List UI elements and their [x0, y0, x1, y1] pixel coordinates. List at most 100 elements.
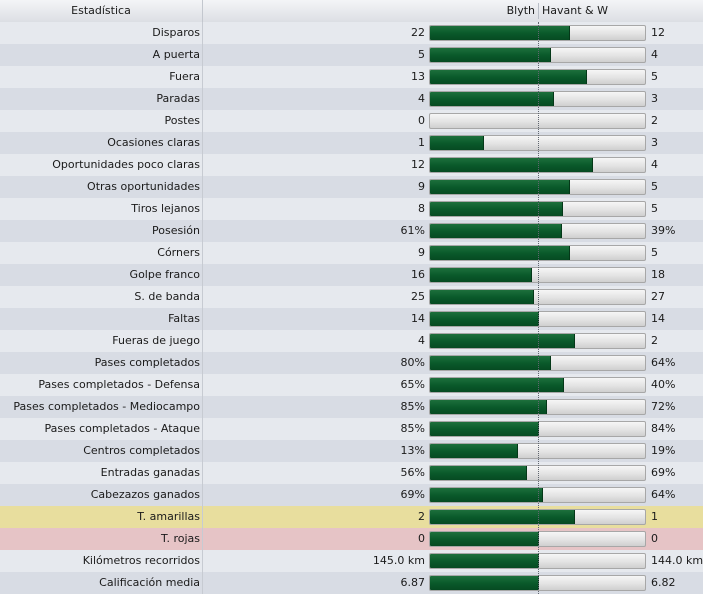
away-value: 5: [651, 180, 658, 193]
home-value: 8: [418, 202, 425, 215]
home-value: 25: [411, 290, 425, 303]
comparison-bar: [429, 399, 646, 415]
comparison-bar: [429, 355, 646, 371]
home-share-fill: [430, 202, 563, 216]
away-value: 69%: [651, 466, 676, 479]
stat-label: Oportunidades poco claras: [52, 158, 200, 171]
stat-column-header[interactable]: Estadística: [0, 0, 203, 22]
home-share-fill: [430, 510, 575, 524]
comparison-bar: [429, 553, 646, 569]
home-share-fill: [430, 466, 527, 480]
home-value: 12: [411, 158, 425, 171]
comparison-bar: [429, 267, 646, 283]
away-value: 40%: [651, 378, 676, 391]
column-divider: [202, 286, 203, 308]
column-divider: [202, 506, 203, 528]
stat-row: Tiros lejanos 8 5: [0, 198, 703, 220]
away-value: 5: [651, 246, 658, 259]
column-divider: [202, 242, 203, 264]
stat-row: T. amarillas 2 1: [0, 506, 703, 528]
home-value: 69%: [400, 488, 425, 501]
home-value: 145.0 km: [372, 554, 425, 567]
comparison-bar: [429, 47, 646, 63]
stat-label: Centros completados: [83, 444, 200, 457]
stat-row: Córners 9 5: [0, 242, 703, 264]
stat-label: Calificación media: [99, 576, 200, 589]
home-share-fill: [430, 422, 539, 436]
home-share-fill: [430, 356, 551, 370]
stat-label: A puerta: [152, 48, 200, 61]
stat-label: Tiros lejanos: [131, 202, 200, 215]
away-value: 3: [651, 136, 658, 149]
stat-row: Cabezazos ganados 69% 64%: [0, 484, 703, 506]
stat-label: Pases completados - Defensa: [38, 378, 200, 391]
home-share-fill: [430, 532, 539, 546]
stat-label: Paradas: [156, 92, 200, 105]
stat-row: S. de banda 25 27: [0, 286, 703, 308]
home-share-fill: [430, 444, 518, 458]
stat-row: Otras oportunidades 9 5: [0, 176, 703, 198]
comparison-bar: [429, 245, 646, 261]
home-value: 61%: [400, 224, 425, 237]
stat-row: Faltas 14 14: [0, 308, 703, 330]
home-value: 4: [418, 334, 425, 347]
comparison-bar: [429, 289, 646, 305]
column-divider: [202, 396, 203, 418]
stat-row: Ocasiones claras 1 3: [0, 132, 703, 154]
away-value: 4: [651, 48, 658, 61]
home-share-fill: [430, 290, 534, 304]
away-value: 144.0 km: [651, 554, 703, 567]
away-value: 84%: [651, 422, 676, 435]
stat-row: Pases completados 80% 64%: [0, 352, 703, 374]
home-share-fill: [430, 400, 547, 414]
away-value: 2: [651, 334, 658, 347]
stat-label: Kilómetros recorridos: [82, 554, 200, 567]
stat-label: Postes: [164, 114, 200, 127]
home-value: 13: [411, 70, 425, 83]
stat-row: Kilómetros recorridos 145.0 km 144.0 km: [0, 550, 703, 572]
table-header: Estadística Blyth Havant & W: [0, 0, 703, 23]
stat-row: Pases completados - Defensa 65% 40%: [0, 374, 703, 396]
away-value: 64%: [651, 488, 676, 501]
away-value: 2: [651, 114, 658, 127]
home-value: 85%: [400, 400, 425, 413]
away-value: 1: [651, 510, 658, 523]
comparison-bar: [429, 311, 646, 327]
home-share-fill: [430, 92, 554, 106]
home-share-fill: [430, 70, 587, 84]
stat-row: Posesión 61% 39%: [0, 220, 703, 242]
stats-rows: Disparos 22 12 A puerta 5 4 Fuera 13 5 Paradas 4 3 P…: [0, 22, 703, 594]
stat-row: Golpe franco 16 18: [0, 264, 703, 286]
column-divider: [202, 220, 203, 242]
stat-row: Calificación media 6.87 6.82: [0, 572, 703, 594]
stat-row: Fuera 13 5: [0, 66, 703, 88]
home-share-fill: [430, 334, 575, 348]
stat-label: Fuera: [169, 70, 200, 83]
stat-label: S. de banda: [134, 290, 200, 303]
column-divider: [202, 528, 203, 550]
stat-label: Disparos: [152, 26, 200, 39]
column-divider: [202, 44, 203, 66]
away-value: 64%: [651, 356, 676, 369]
comparison-bar: [429, 25, 646, 41]
stat-row: Oportunidades poco claras 12 4: [0, 154, 703, 176]
column-divider: [202, 330, 203, 352]
home-value: 85%: [400, 422, 425, 435]
column-divider: [202, 176, 203, 198]
stat-label: Pases completados - Mediocampo: [13, 400, 200, 413]
home-value: 80%: [400, 356, 425, 369]
away-value: 18: [651, 268, 665, 281]
stat-label: Pases completados - Ataque: [44, 422, 200, 435]
column-divider: [202, 308, 203, 330]
comparison-bar: [429, 69, 646, 85]
home-share-fill: [430, 554, 539, 568]
home-value: 9: [418, 246, 425, 259]
stat-label: Cabezazos ganados: [90, 488, 200, 501]
away-value: 4: [651, 158, 658, 171]
column-divider: [202, 198, 203, 220]
stat-row: Paradas 4 3: [0, 88, 703, 110]
column-divider: [202, 374, 203, 396]
stat-label: Córners: [157, 246, 200, 259]
stat-label: Fueras de juego: [112, 334, 200, 347]
